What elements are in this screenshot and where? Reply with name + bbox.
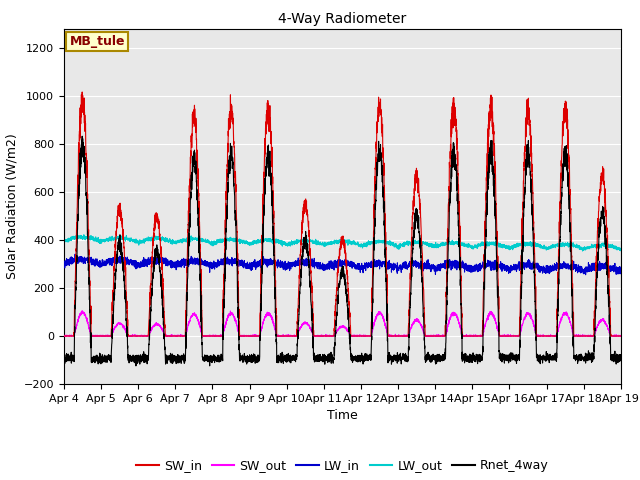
Line: LW_out: LW_out bbox=[64, 235, 621, 251]
LW_out bbox=[161, 235, 168, 241]
SW_in bbox=[499, 333, 507, 339]
SW_out bbox=[161, 331, 168, 337]
SW_out bbox=[78, 308, 86, 313]
Title: 4-Way Radiometer: 4-Way Radiometer bbox=[278, 12, 406, 26]
SW_out bbox=[617, 333, 625, 339]
Rnet_4way bbox=[60, 354, 68, 360]
LW_out bbox=[436, 243, 444, 249]
LW_out bbox=[467, 245, 475, 251]
LW_out bbox=[617, 247, 625, 252]
LW_in bbox=[616, 270, 624, 276]
Y-axis label: Solar Radiation (W/m2): Solar Radiation (W/m2) bbox=[5, 133, 18, 279]
SW_in bbox=[78, 89, 86, 95]
Rnet_4way bbox=[468, 356, 476, 361]
SW_in bbox=[616, 333, 624, 339]
Rnet_4way bbox=[78, 133, 86, 139]
LW_in bbox=[60, 258, 68, 264]
LW_in bbox=[436, 264, 444, 269]
SW_in bbox=[617, 333, 625, 339]
SW_in bbox=[60, 333, 68, 339]
LW_out bbox=[322, 240, 330, 246]
LW_in bbox=[161, 258, 168, 264]
SW_in bbox=[467, 333, 475, 339]
SW_out bbox=[436, 333, 444, 338]
Rnet_4way bbox=[436, 357, 444, 362]
Text: MB_tule: MB_tule bbox=[70, 35, 125, 48]
Rnet_4way bbox=[617, 357, 625, 363]
SW_in bbox=[161, 310, 168, 316]
SW_in bbox=[322, 333, 330, 339]
Rnet_4way bbox=[616, 356, 624, 361]
LW_out bbox=[616, 247, 624, 253]
X-axis label: Time: Time bbox=[327, 409, 358, 422]
LW_out bbox=[579, 248, 586, 254]
SW_out bbox=[616, 333, 624, 339]
SW_in bbox=[436, 333, 444, 339]
LW_out bbox=[60, 237, 68, 243]
SW_out bbox=[322, 332, 330, 337]
Rnet_4way bbox=[132, 363, 140, 369]
LW_out bbox=[499, 242, 507, 248]
LW_out bbox=[80, 232, 88, 238]
Line: LW_in: LW_in bbox=[64, 254, 621, 275]
Legend: SW_in, SW_out, LW_in, LW_out, Rnet_4way: SW_in, SW_out, LW_in, LW_out, Rnet_4way bbox=[131, 454, 554, 477]
Rnet_4way bbox=[322, 356, 330, 362]
LW_in bbox=[582, 272, 589, 277]
SW_out bbox=[60, 333, 68, 339]
SW_out bbox=[467, 333, 475, 339]
LW_in bbox=[617, 271, 625, 276]
SW_out bbox=[499, 332, 507, 338]
LW_in bbox=[499, 261, 507, 267]
Line: SW_in: SW_in bbox=[64, 92, 621, 336]
Line: SW_out: SW_out bbox=[64, 311, 621, 336]
Rnet_4way bbox=[499, 355, 507, 361]
LW_in bbox=[467, 269, 475, 275]
LW_in bbox=[71, 252, 79, 257]
Rnet_4way bbox=[161, 336, 168, 341]
LW_in bbox=[322, 262, 330, 268]
Line: Rnet_4way: Rnet_4way bbox=[64, 136, 621, 366]
